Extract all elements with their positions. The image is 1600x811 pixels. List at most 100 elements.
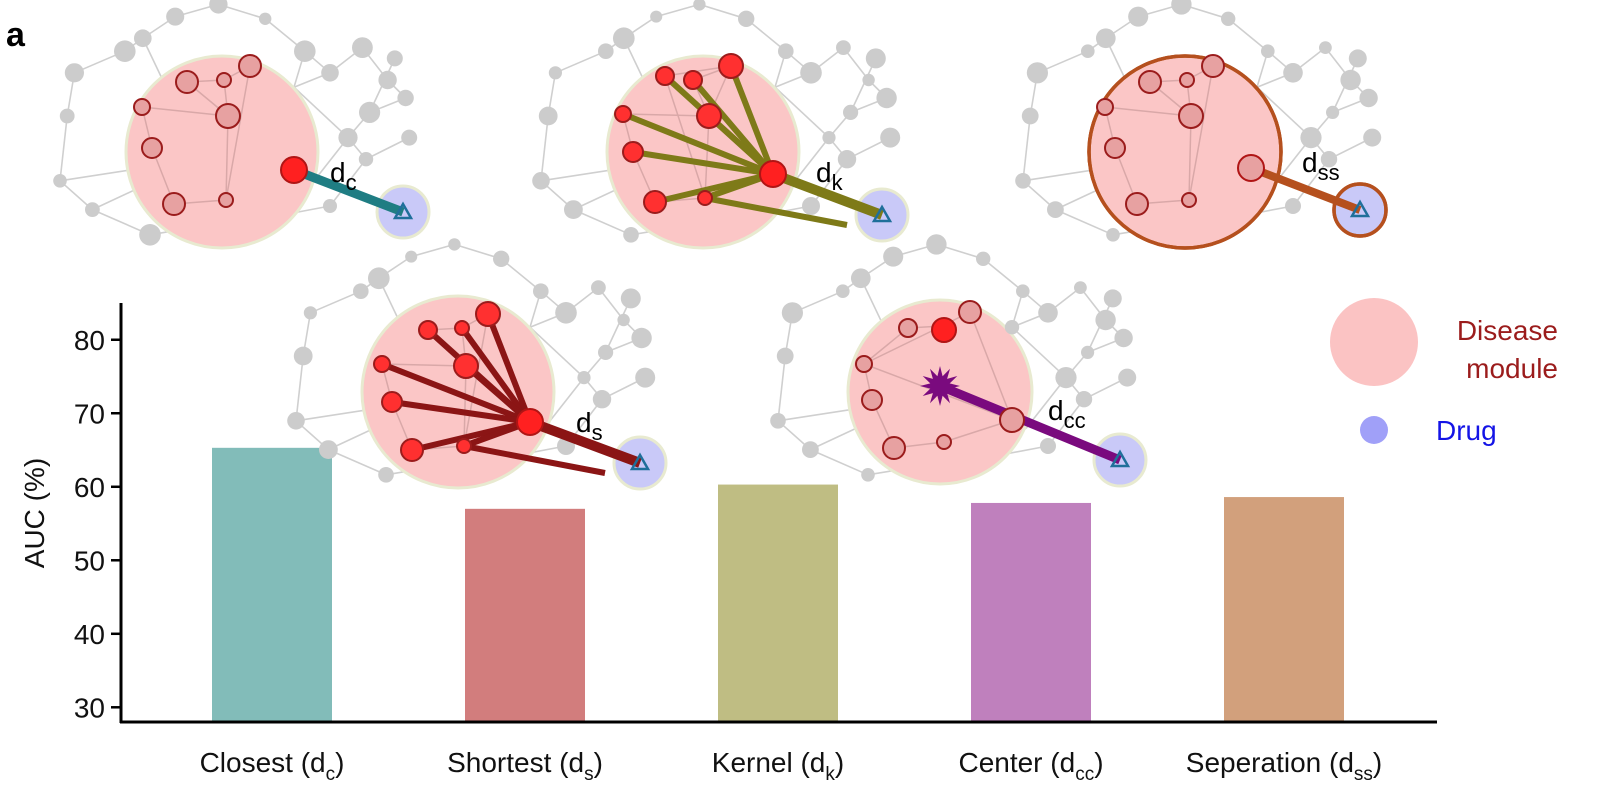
network-node xyxy=(259,12,272,25)
network-edge xyxy=(1227,18,1269,52)
shortest-path xyxy=(621,111,775,177)
network-edge xyxy=(295,355,304,421)
network-node xyxy=(592,390,612,409)
network-edge xyxy=(59,115,68,181)
module-node xyxy=(238,54,262,78)
network-edge xyxy=(573,208,632,236)
network-node xyxy=(1016,284,1030,299)
network-node xyxy=(1171,0,1192,15)
module-node xyxy=(1179,72,1195,88)
network-node xyxy=(776,347,794,365)
network-node xyxy=(64,63,84,83)
module-node xyxy=(418,320,438,340)
module-node xyxy=(373,355,391,373)
closest-path xyxy=(292,165,405,217)
module-hub-node xyxy=(931,317,957,343)
y-tick-label: 80 xyxy=(74,325,105,356)
network-node xyxy=(876,87,897,109)
network-node xyxy=(133,29,152,48)
network-edge xyxy=(1256,86,1312,139)
network-node xyxy=(294,40,316,62)
network-node xyxy=(862,73,875,87)
panel-letter: a xyxy=(6,16,26,54)
network-node xyxy=(837,150,857,169)
network-edge xyxy=(655,3,700,18)
module-edge xyxy=(622,113,710,117)
network-edge xyxy=(745,18,787,52)
shortest-path xyxy=(728,64,776,176)
network-edge xyxy=(500,258,542,292)
module-node xyxy=(1201,54,1225,78)
drug-triangle-icon xyxy=(629,452,651,471)
module-hub-node xyxy=(516,408,544,436)
network-node xyxy=(293,346,313,366)
network-node xyxy=(883,246,904,267)
module-node xyxy=(1096,98,1114,116)
network-node xyxy=(338,128,358,148)
network-node xyxy=(612,27,635,50)
network-node xyxy=(623,227,639,243)
network-node xyxy=(598,344,614,360)
bar-5 xyxy=(1224,497,1344,722)
module-node xyxy=(1104,137,1126,159)
network-separation: dss xyxy=(1015,0,1388,250)
network-edge xyxy=(810,158,848,207)
network-closest: dc xyxy=(53,0,431,250)
module-node xyxy=(696,103,722,129)
network-node xyxy=(555,302,577,324)
x-tick-label: Seperation (dss) xyxy=(1186,747,1382,785)
network-edge xyxy=(365,136,410,160)
module-center-star xyxy=(920,366,960,406)
network-edge xyxy=(1011,326,1067,379)
network-node xyxy=(397,89,414,107)
network-node xyxy=(926,234,947,255)
module-hub-node xyxy=(280,156,308,184)
drug-swatch xyxy=(1360,416,1388,444)
module-hub-node xyxy=(759,160,787,188)
drug-triangle-icon xyxy=(1109,449,1131,468)
network-node xyxy=(865,48,886,69)
module-edge xyxy=(225,65,251,201)
module-node xyxy=(456,438,472,454)
network-node xyxy=(166,7,185,26)
network-node xyxy=(448,238,461,251)
network-node xyxy=(1285,198,1301,214)
bar-chart: 30 40 50 60 70 80 Closest (dc) Shortest (ds) Ke… xyxy=(19,303,1437,785)
x-tick-label: Shortest (ds) xyxy=(447,747,603,785)
module-node xyxy=(453,353,479,379)
module-node xyxy=(861,389,883,411)
module-node xyxy=(999,407,1025,433)
module-node xyxy=(855,355,873,373)
network-edge xyxy=(777,355,786,421)
module-node xyxy=(381,391,403,413)
network-edge xyxy=(328,448,387,476)
bar-3 xyxy=(718,484,838,722)
network-node xyxy=(358,152,374,167)
network-node xyxy=(836,284,850,299)
bars xyxy=(212,447,1344,722)
network-node xyxy=(548,66,563,80)
drug-path xyxy=(704,195,848,228)
network-node xyxy=(1118,368,1137,387)
shortest-path xyxy=(380,361,532,425)
network-node xyxy=(367,267,390,290)
network-node xyxy=(323,199,337,213)
network-node xyxy=(598,43,614,59)
module-node xyxy=(614,105,632,123)
network-node xyxy=(591,280,606,295)
module-node xyxy=(475,301,501,327)
module-node xyxy=(718,53,744,79)
network-node xyxy=(1015,173,1031,189)
network-edge xyxy=(1292,158,1330,207)
network-node xyxy=(538,106,558,126)
network-node xyxy=(1221,11,1236,26)
network-node xyxy=(1114,328,1133,348)
network-edge xyxy=(540,115,549,181)
network-node xyxy=(1026,62,1048,84)
network-node xyxy=(631,327,652,349)
network-node xyxy=(378,70,397,90)
module-edge xyxy=(463,365,467,447)
network-center: dcc xyxy=(770,234,1148,488)
network-node xyxy=(532,172,550,190)
network-node xyxy=(352,37,373,58)
